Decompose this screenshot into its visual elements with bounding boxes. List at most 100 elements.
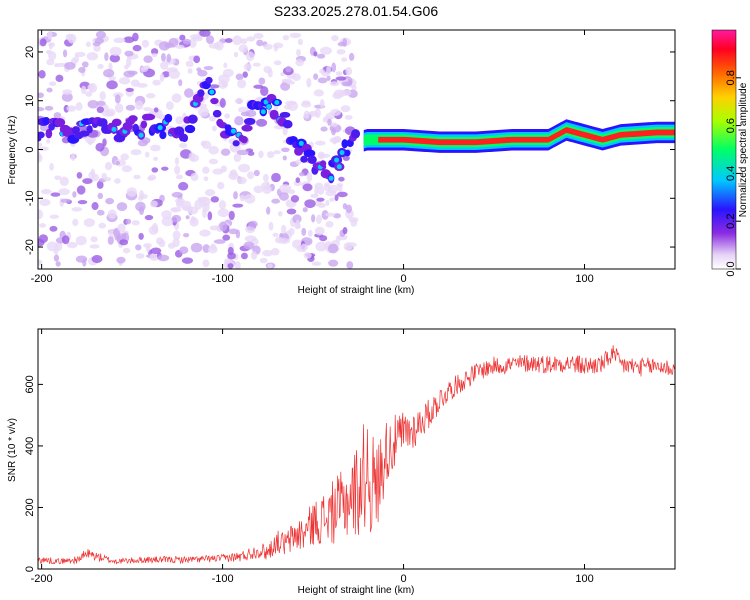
spectral-noise-blob <box>234 261 241 269</box>
colorbar-gradient <box>711 29 737 270</box>
spectral-noise-blob <box>161 210 172 219</box>
spectral-noise-blob <box>133 174 141 180</box>
spectral-noise-blob <box>316 214 322 225</box>
spectral-noise-blob <box>302 207 308 213</box>
spectral-noise-blob <box>175 174 183 180</box>
spectral-ridge-blob <box>164 113 173 123</box>
spectrogram-xlabel: Height of straight line (km) <box>298 285 415 296</box>
spectral-noise-blob <box>114 103 124 113</box>
spectral-noise-blob <box>123 36 135 43</box>
spectral-noise-blob <box>303 252 312 259</box>
spectral-noise-blob <box>126 56 132 67</box>
spectral-ridge-blob <box>159 131 167 140</box>
spectral-ridge-blob <box>38 131 45 139</box>
spectral-noise-blob <box>158 239 166 248</box>
spectral-ridge-blob <box>42 117 51 126</box>
spectral-noise-blob <box>175 116 184 125</box>
spectral-noise-blob <box>140 66 149 73</box>
spectral-noise-blob <box>94 37 104 44</box>
snr-ticks: -200 -100 0 100 0 200 400 600 <box>24 329 675 585</box>
spectral-noise-blob <box>136 83 148 88</box>
spectral-noise-blob <box>337 184 343 192</box>
spectral-ridge-blob <box>282 119 293 129</box>
spectral-noise-blob <box>109 46 122 57</box>
spectral-noise-blob <box>240 111 251 117</box>
spectral-noise-blob <box>288 228 295 236</box>
spectral-peak-blob <box>157 125 163 131</box>
spectrogram-blobs <box>38 30 675 269</box>
spectral-noise-blob <box>132 44 142 52</box>
spectral-noise-blob <box>260 86 269 97</box>
spectral-noise-blob <box>53 254 60 262</box>
spectral-noise-blob <box>335 76 347 81</box>
snr-xtick-label: -100 <box>212 573 234 585</box>
spectral-noise-blob <box>214 41 224 51</box>
spectral-noise-blob <box>55 261 61 267</box>
spectral-ridge-blob <box>294 147 304 156</box>
spectral-noise-blob <box>306 77 312 88</box>
spectrogram-xtick-label: -200 <box>31 273 53 285</box>
spectral-noise-blob <box>233 51 239 58</box>
spectral-noise-blob <box>311 261 322 266</box>
spectral-noise-blob <box>326 75 331 81</box>
spectral-noise-blob <box>38 153 43 163</box>
spectral-noise-blob <box>247 151 255 156</box>
spectral-noise-blob <box>199 30 211 37</box>
spectral-noise-blob <box>295 59 304 67</box>
spectral-noise-blob <box>258 77 266 85</box>
spectral-noise-blob <box>113 37 126 44</box>
spectral-noise-blob <box>342 155 350 161</box>
spectral-noise-blob <box>350 219 358 227</box>
spectral-noise-blob <box>325 212 336 217</box>
spectral-noise-blob <box>253 33 264 39</box>
spectral-noise-blob <box>38 209 44 220</box>
spectral-noise-blob <box>58 188 70 196</box>
spectral-noise-blob <box>283 104 292 110</box>
spectral-peak-blob <box>230 128 236 134</box>
spectral-noise-blob <box>223 62 228 69</box>
spectral-noise-blob <box>282 155 287 161</box>
spectral-noise-blob <box>319 46 332 55</box>
spectral-noise-blob <box>38 142 43 147</box>
spectral-noise-blob <box>273 44 278 52</box>
spectral-noise-blob <box>300 243 307 253</box>
spectral-noise-blob <box>138 232 144 240</box>
spectral-noise-blob <box>199 229 211 237</box>
spectral-noise-blob <box>280 72 285 77</box>
spectral-noise-blob <box>343 242 353 251</box>
spectral-noise-blob <box>40 188 52 195</box>
spectral-noise-blob <box>331 62 337 73</box>
spectral-noise-blob <box>165 101 174 110</box>
snr-series <box>38 345 675 565</box>
spectral-noise-blob <box>151 53 158 58</box>
spectral-noise-blob <box>101 110 114 117</box>
spectral-noise-blob <box>53 112 62 119</box>
spectral-noise-blob <box>149 200 158 208</box>
spectral-noise-blob <box>109 54 121 63</box>
spectral-noise-blob <box>325 200 330 206</box>
spectral-noise-blob <box>46 241 58 252</box>
spectral-noise-blob <box>131 220 140 226</box>
spectral-ridge-blob <box>232 140 240 147</box>
spectral-noise-blob <box>93 44 101 52</box>
spectral-noise-blob <box>193 55 201 64</box>
spectral-noise-blob <box>278 191 289 201</box>
spectral-noise-blob <box>227 263 234 269</box>
spectral-noise-blob <box>202 259 210 268</box>
spectral-noise-blob <box>220 165 228 173</box>
spectral-noise-blob <box>38 146 49 152</box>
spectral-noise-blob <box>81 85 87 95</box>
spectral-noise-blob <box>64 61 76 70</box>
coherent-band-core <box>378 127 675 146</box>
spectral-noise-blob <box>98 222 107 229</box>
spectral-noise-blob <box>341 81 353 87</box>
spectral-noise-blob <box>71 207 83 212</box>
spectral-noise-blob <box>344 115 353 120</box>
spectrogram-ytick-label: 0 <box>24 146 36 152</box>
spectral-noise-blob <box>179 142 188 149</box>
spectral-noise-blob <box>323 184 332 192</box>
spectral-noise-blob <box>183 232 190 238</box>
spectral-noise-blob <box>171 214 182 223</box>
spectral-noise-blob <box>295 219 301 229</box>
